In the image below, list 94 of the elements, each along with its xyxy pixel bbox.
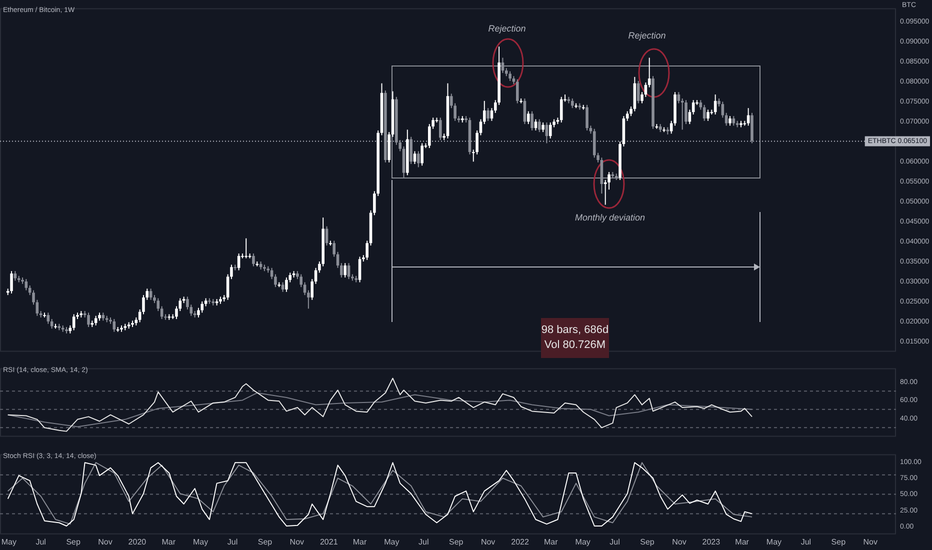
candlestick [746,108,750,126]
x-tick-label: Nov [672,537,686,546]
x-tick-label: Jul [800,537,812,546]
candlestick [112,318,116,332]
candlestick [530,110,534,131]
candlestick [439,117,442,141]
candlestick [168,314,171,320]
candlestick [732,116,736,126]
x-tick-label: 2021 [320,537,338,546]
x-tick-label: Jul [418,537,429,546]
x-tick-label: Sep [831,537,846,546]
x-tick-label: Mar [735,537,750,546]
x-tick-label: Sep [66,537,81,546]
candlestick [200,300,204,314]
candlestick [724,112,728,126]
x-tick-label: Jul [227,537,238,546]
candlestick [420,142,424,166]
candlestick [410,136,412,165]
x-tick-label: Mar [162,537,176,546]
annotation: 98 bars, 686d [541,323,609,338]
x-tick-label: Jul [36,537,46,546]
candlestick [560,96,563,123]
candlestick [501,57,504,74]
candlestick [486,108,490,122]
candlestick [366,240,368,260]
candlestick [636,80,640,104]
x-tick-label: Mar [352,537,367,546]
candlestick [508,70,512,82]
candlestick [699,100,702,110]
candlestick [677,92,680,104]
x-tick-label: May [384,537,400,546]
x-tick-label: Sep [258,537,273,546]
x-tick-label: Mar [544,537,558,546]
x-tick-label: May [575,537,590,546]
candlestick [72,314,76,331]
candlestick [87,312,90,328]
candlestick [548,122,552,139]
candlestick [526,110,530,125]
candlestick [281,282,284,292]
candlestick [325,226,328,246]
candlestick [592,128,596,158]
candlestick [413,150,416,165]
candlestick [482,100,486,125]
candlestick [300,274,303,288]
candlestick [600,157,604,194]
x-tick-label: Jul [610,537,620,546]
x-tick-label: May [1,537,16,546]
candlestick [24,278,28,291]
candlestick [728,116,732,126]
candlestick [14,270,17,282]
candlestick [648,57,651,88]
candlestick [94,315,98,326]
candlestick [570,98,574,109]
candlestick [534,118,538,131]
candlestick [516,78,519,104]
candlestick [344,262,346,278]
candlestick [542,122,544,133]
candlestick [234,264,237,271]
x-tick-label: May [193,537,208,546]
x-tick-label: 2022 [511,537,530,546]
x-tick-label: Nov [480,537,496,546]
candlestick [310,278,314,300]
candlestick [46,312,50,324]
candlestick [490,108,494,122]
candlestick [332,240,336,258]
candlestick [538,118,541,133]
x-tick-label: Sep [640,537,655,546]
annotation: Rejection [488,24,526,34]
candlestick [160,306,164,320]
candlestick [358,256,362,283]
x-tick-label: 2023 [702,537,721,546]
candlestick [706,109,710,122]
x-tick-label: Nov [98,537,112,546]
candlestick [402,146,406,178]
annotation: Rejection [628,30,666,40]
annotation: Vol 80.726M [543,338,607,353]
candlestick [252,253,255,267]
candlestick [626,110,629,122]
candlestick [303,282,306,296]
candlestick [721,101,724,118]
x-tick-label: Nov [863,537,878,546]
x-tick-label: Nov [290,537,304,546]
candlestick [156,298,160,312]
candlestick [237,253,240,271]
candlestick [149,288,152,300]
candlestick [10,270,13,294]
x-tick-label: Sep [449,537,464,546]
x-tick-label: 2020 [128,537,147,546]
candlestick [285,276,288,292]
annotation: Monthly deviation [574,212,646,222]
x-tick-label: May [766,537,782,546]
candlestick [244,238,248,259]
candlestick [586,104,588,131]
candlestick [417,150,420,168]
